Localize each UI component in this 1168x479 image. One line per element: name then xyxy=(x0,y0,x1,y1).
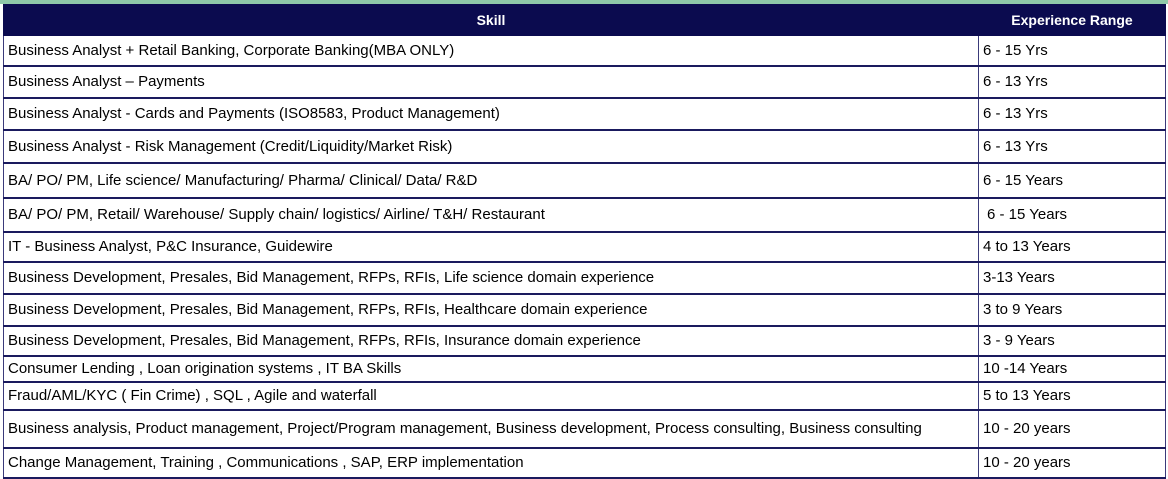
skill-cell[interactable]: BA/ PO/ PM, Life science/ Manufacturing/… xyxy=(3,162,979,199)
skills-table: Skill Experience Range Business Analyst … xyxy=(3,4,1166,479)
table-row: Business Development, Presales, Bid Mana… xyxy=(3,325,1166,357)
table-row: Business Development, Presales, Bid Mana… xyxy=(3,293,1166,327)
top-strip xyxy=(0,0,1168,4)
skill-cell[interactable]: Business Analyst – Payments xyxy=(3,65,979,99)
experience-cell[interactable]: 6 - 15 Years xyxy=(978,162,1166,199)
experience-cell[interactable]: 6 - 15 Yrs xyxy=(978,35,1166,67)
table-row: BA/ PO/ PM, Life science/ Manufacturing/… xyxy=(3,162,1166,199)
table-row: Fraud/AML/KYC ( Fin Crime) , SQL , Agile… xyxy=(3,381,1166,411)
experience-cell[interactable]: 3-13 Years xyxy=(978,261,1166,295)
table-row: Business Development, Presales, Bid Mana… xyxy=(3,261,1166,295)
skill-cell[interactable]: Business Analyst - Cards and Payments (I… xyxy=(3,97,979,131)
experience-cell[interactable]: 6 - 15 Years xyxy=(978,197,1166,233)
skill-cell[interactable]: BA/ PO/ PM, Retail/ Warehouse/ Supply ch… xyxy=(3,197,979,233)
table-row: Business analysis, Product management, P… xyxy=(3,409,1166,449)
experience-column-header[interactable]: Experience Range xyxy=(978,4,1166,36)
skill-cell[interactable]: IT - Business Analyst, P&C Insurance, Gu… xyxy=(3,231,979,263)
skill-cell[interactable]: Business Analyst + Retail Banking, Corpo… xyxy=(3,35,979,67)
experience-cell[interactable]: 6 - 13 Yrs xyxy=(978,97,1166,131)
skill-cell[interactable]: Change Management, Training , Communicat… xyxy=(3,447,979,479)
experience-cell[interactable]: 10 - 20 years xyxy=(978,409,1166,449)
experience-cell[interactable]: 4 to 13 Years xyxy=(978,231,1166,263)
table-row: Change Management, Training , Communicat… xyxy=(3,447,1166,479)
table-row: Consumer Lending , Loan origination syst… xyxy=(3,355,1166,383)
skill-column-header[interactable]: Skill xyxy=(3,4,979,36)
experience-cell[interactable]: 5 to 13 Years xyxy=(978,381,1166,411)
skill-cell[interactable]: Business Analyst - Risk Management (Cred… xyxy=(3,129,979,164)
experience-cell[interactable]: 6 - 13 Yrs xyxy=(978,129,1166,164)
table-row: Business Analyst - Risk Management (Cred… xyxy=(3,129,1166,164)
experience-cell[interactable]: 10 - 20 years xyxy=(978,447,1166,479)
experience-cell[interactable]: 6 - 13 Yrs xyxy=(978,65,1166,99)
experience-cell[interactable]: 3 - 9 Years xyxy=(978,325,1166,357)
skill-cell[interactable]: Fraud/AML/KYC ( Fin Crime) , SQL , Agile… xyxy=(3,381,979,411)
header-row: Skill Experience Range xyxy=(3,4,1166,36)
skill-cell[interactable]: Business Development, Presales, Bid Mana… xyxy=(3,261,979,295)
experience-cell[interactable]: 3 to 9 Years xyxy=(978,293,1166,327)
skill-cell[interactable]: Business Development, Presales, Bid Mana… xyxy=(3,293,979,327)
table-row: Business Analyst – Payments 6 - 13 Yrs xyxy=(3,65,1166,99)
skill-cell[interactable]: Business analysis, Product management, P… xyxy=(3,409,979,449)
experience-cell[interactable]: 10 -14 Years xyxy=(978,355,1166,383)
table-row: BA/ PO/ PM, Retail/ Warehouse/ Supply ch… xyxy=(3,197,1166,233)
table-row: Business Analyst - Cards and Payments (I… xyxy=(3,97,1166,131)
table-row: Business Analyst + Retail Banking, Corpo… xyxy=(3,35,1166,67)
table-row: IT - Business Analyst, P&C Insurance, Gu… xyxy=(3,231,1166,263)
skill-cell[interactable]: Business Development, Presales, Bid Mana… xyxy=(3,325,979,357)
skill-cell[interactable]: Consumer Lending , Loan origination syst… xyxy=(3,355,979,383)
